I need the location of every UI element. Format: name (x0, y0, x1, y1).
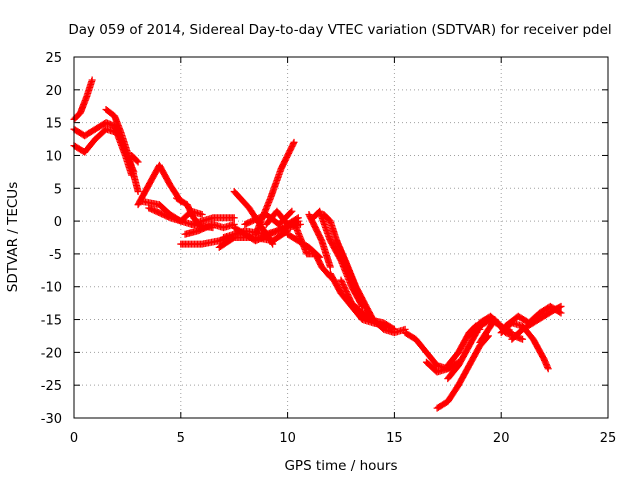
series-arc-36 (497, 319, 552, 373)
y-tick-label-2: 15 (45, 117, 62, 132)
grid (74, 57, 608, 418)
data-point (519, 335, 527, 343)
data-point (326, 263, 334, 271)
data-point (557, 309, 565, 317)
series-arc-12 (187, 214, 238, 228)
x-tick-label-2: 10 (279, 431, 296, 446)
axis-ticks: 0 5 10 15 20 25 25 20 15 10 5 0 -5 -10 -15 -20 -25 -30 (41, 51, 617, 446)
series-arc-18 (252, 138, 298, 238)
data-point (544, 365, 552, 373)
data-point (557, 302, 565, 310)
x-axis-label: GPS time / hours (284, 458, 397, 474)
y-tick-label-3: 10 (45, 149, 62, 164)
data-point (133, 157, 141, 165)
series-arc-38 (508, 302, 565, 343)
y-tick-label-8: -15 (41, 314, 62, 329)
y-tick-label-7: -10 (41, 281, 62, 296)
data-point (268, 239, 276, 247)
y-tick-label-6: -5 (49, 248, 62, 263)
y-tick-label-9: -20 (41, 346, 62, 361)
data-point (88, 76, 96, 84)
data-point (293, 215, 301, 223)
data-point (556, 303, 564, 311)
x-tick-label-3: 15 (386, 431, 403, 446)
series-arc-11 (177, 234, 232, 248)
x-tick-label-1: 5 (177, 431, 185, 446)
x-tick-label-4: 20 (493, 431, 510, 446)
y-tick-label-10: -25 (41, 379, 62, 394)
data-series (70, 76, 565, 412)
series-arc-10 (181, 220, 238, 238)
y-tick-label-5: 0 (54, 215, 62, 230)
data-point (288, 207, 296, 215)
data-point (134, 188, 142, 196)
series-arc-22 (305, 211, 334, 271)
data-point (230, 214, 238, 222)
data-point (287, 208, 295, 216)
data-point (134, 158, 142, 166)
series-arc-19 (262, 207, 302, 228)
series-arc-31 (433, 332, 492, 412)
x-tick-label-0: 0 (70, 431, 78, 446)
series-arc-1 (70, 76, 96, 123)
data-point (289, 140, 297, 148)
y-tick-label-0: 25 (45, 51, 62, 66)
y-tick-label-4: 5 (54, 182, 62, 197)
y-axis-label: SDTVAR / TECUs (5, 182, 21, 292)
data-point (294, 214, 302, 222)
x-tick-label-5: 25 (600, 431, 617, 446)
series-arc-4 (102, 106, 142, 196)
data-point (198, 211, 206, 219)
series-arc-21 (292, 224, 334, 281)
data-point (269, 240, 277, 248)
series-arc-5 (128, 151, 142, 166)
series-arc-28 (358, 309, 409, 337)
y-tick-label-11: -30 (41, 412, 62, 427)
plot-frame (73, 56, 609, 419)
y-tick-label-1: 20 (45, 84, 62, 99)
chart-title: Day 059 of 2014, Sidereal Day-to-day VTE… (68, 22, 611, 38)
series-arc-25 (333, 237, 377, 324)
data-point (290, 138, 298, 146)
